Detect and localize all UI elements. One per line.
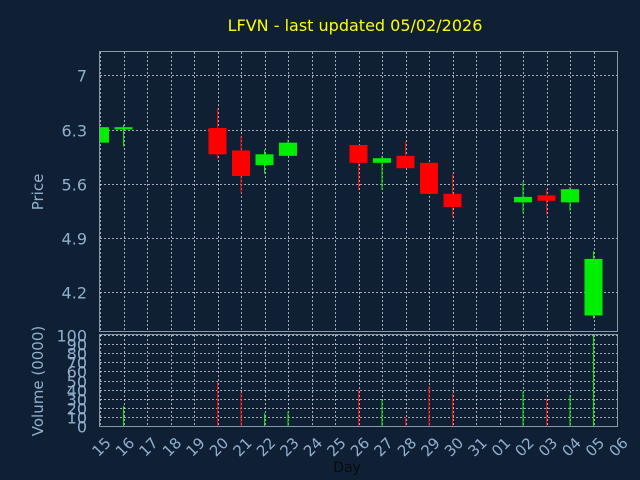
- volume-tick-label: 60: [67, 363, 87, 382]
- volume-tick-label: 20: [67, 400, 87, 419]
- candle-body: [232, 150, 250, 176]
- candle-body: [584, 258, 603, 316]
- volume-tick-label: 10: [67, 409, 87, 428]
- price-tick-label: 7: [77, 67, 87, 86]
- candle-body: [100, 127, 109, 143]
- price-tick-label: 5.6: [62, 176, 87, 195]
- volume-tick-label: 0: [77, 418, 87, 437]
- volume-axis-label: Volume (0000): [29, 326, 47, 436]
- price-y-ticks: 7 6.3 5.6 4.9 4.2: [62, 67, 87, 303]
- candle-body: [443, 193, 462, 207]
- candle-body: [561, 189, 579, 203]
- volume-grid: [100, 335, 618, 427]
- price-tick-label: 6.3: [62, 122, 87, 141]
- volume-tick-label: 30: [67, 391, 87, 410]
- price-axis-label: Price: [29, 174, 47, 211]
- day-x-ticks: 1516171819202122232425262728293031010203…: [89, 434, 632, 460]
- volume-tick-label: 80: [67, 345, 87, 364]
- price-plot-frame: [99, 51, 618, 332]
- volume-tick-label: 40: [67, 382, 87, 401]
- price-tick-label: 4.2: [62, 284, 87, 303]
- volume-plot-frame: [99, 334, 618, 427]
- volume-tick-label: 70: [67, 354, 87, 373]
- day-axis-label: Day: [333, 460, 361, 476]
- chart-title: LFVN - last updated 05/02/2026: [228, 16, 483, 35]
- volume-bars: [123, 335, 594, 426]
- volume-tick-label: 100: [56, 327, 87, 346]
- candle-body: [279, 142, 297, 156]
- candle-body: [255, 154, 274, 166]
- candle-body: [514, 196, 532, 203]
- candle-body: [420, 162, 438, 194]
- candle-body: [373, 158, 391, 163]
- volume-tick-label: 50: [67, 373, 87, 392]
- candle-body: [396, 155, 415, 169]
- candle-body: [208, 127, 227, 155]
- candle-body: [114, 127, 133, 130]
- candle-body: [537, 195, 556, 201]
- volume-tick-label: 90: [67, 336, 87, 355]
- candlesticks: [99, 108, 603, 319]
- candle-body: [349, 145, 368, 163]
- price-tick-label: 4.9: [62, 230, 87, 249]
